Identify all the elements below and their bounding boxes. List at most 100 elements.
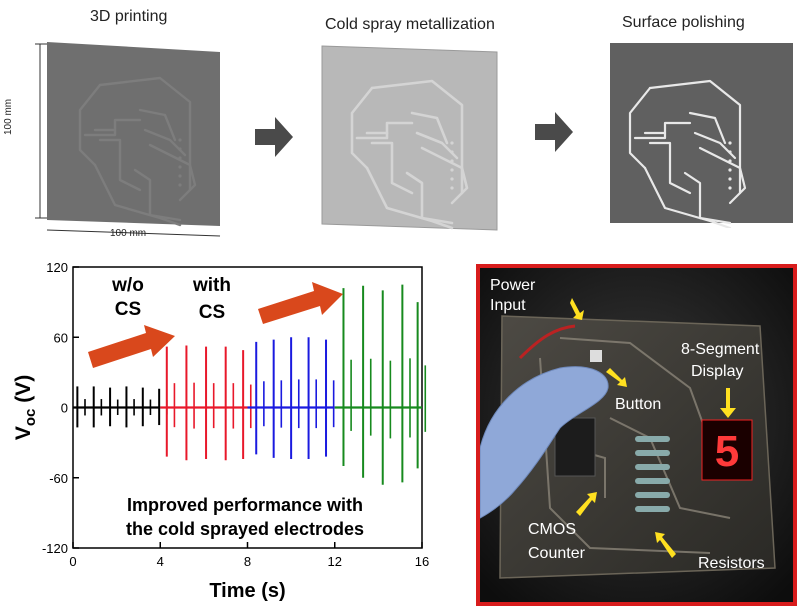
label-without-line1: w/o [111,275,144,296]
board-face [321,45,498,231]
via-dot [728,168,732,172]
via-dot [728,141,732,145]
trace-7 [698,146,747,205]
trace-5 [138,108,177,142]
trace-0 [370,79,464,195]
via-dot [178,165,182,169]
improvement-arrow-2 [258,282,343,324]
label-resistors: Resistors [698,555,765,572]
board-cold-sprayed [321,45,498,231]
label-power-line2: Input [490,297,526,314]
via-dot [450,141,454,145]
trace-8 [405,171,454,225]
annotation-labels: Power Input 8-Segment Display Button CMO… [490,277,765,572]
circuit-photo-panel: 5 Power Input 8-Segment Display Button C… [476,264,797,606]
x-tick-label: 4 [157,554,164,569]
via-dot [728,159,732,163]
via-dot [450,159,454,163]
trace-0 [98,76,192,192]
series-2 [247,337,335,460]
trace-2 [633,121,692,140]
label-button: Button [615,396,661,413]
series-1 [160,345,252,461]
pointer-arrows [570,298,736,558]
trace-8 [133,168,182,222]
trace-4 [98,138,142,192]
board-face [610,43,793,223]
x-tick-label: 12 [328,554,342,569]
dim-label-vertical: 100 mm [3,98,14,135]
circuit-traces [350,79,469,230]
trace-2 [83,118,142,137]
via-dot [178,138,182,142]
circuit-traces [628,79,747,228]
board-polished [610,43,793,228]
improvement-arrow-1 [88,325,175,368]
step-title-cold-spray: Cold spray metallization [325,16,495,33]
via-dot [728,177,732,181]
caption-line1: Improved performance with [127,495,363,515]
process-arrow-1 [255,117,293,157]
process-arrow-2 [535,112,573,152]
trace-1 [78,83,102,167]
y-tick-label: 120 [46,260,68,275]
circuit-traces [78,76,197,227]
caption-line2: the cold sprayed electrodes [126,519,364,539]
gloved-finger [480,366,609,519]
trace-7 [148,143,197,202]
via-dot [450,186,454,190]
circuit-photo: 5 Power Input 8-Segment Display Button C… [480,268,793,602]
via-dot [728,150,732,154]
trace-5 [688,111,727,145]
via-dot [178,147,182,151]
y-tick-label: 60 [54,330,68,345]
push-button [590,350,602,362]
trace-0 [648,79,742,195]
via-dot [450,168,454,172]
power-wire [518,324,576,360]
trace-9 [365,166,454,230]
y-tick-label: -120 [42,541,68,556]
display-digit: 5 [715,427,739,476]
label-display-line1: 8-Segment [681,341,760,358]
trace-7 [420,146,469,205]
x-axis-label: Time (s) [209,580,285,602]
via-dot [728,186,732,190]
trace-5 [410,111,449,145]
label-cmos-line1: CMOS [528,521,576,538]
via-dot [178,156,182,160]
via-dot [450,150,454,154]
series-3 [334,284,427,485]
label-cmos-line2: Counter [528,545,586,562]
y-tick-label: -60 [49,471,68,486]
x-tick-label: 8 [244,554,251,569]
segment-display [701,419,753,481]
label-with-line1: with [192,275,231,296]
trace-2 [355,121,414,140]
trace-9 [643,166,732,228]
cmos-chip [554,417,596,477]
label-with-line2: CS [199,302,225,323]
x-tick-label: 16 [415,554,429,569]
via-dot [450,177,454,181]
trace-4 [648,141,692,195]
y-axis-label: Voc (V) [12,375,39,440]
via-dot [178,174,182,178]
trace-8 [683,171,732,225]
resistor-array [635,436,670,512]
label-without-line2: CS [115,299,141,320]
trace-4 [370,141,414,195]
y-tick-label: 0 [61,401,68,416]
trace-1 [350,86,374,170]
series-0 [73,386,168,428]
dim-label-horizontal: 100 mm [110,228,147,239]
series-layer [73,284,427,485]
label-power-line1: Power [490,277,536,294]
dim-line-horizontal [46,229,221,237]
x-tick-label: 0 [69,554,76,569]
board-3d-printed [35,42,221,237]
step-title-surface-polishing: Surface polishing [622,14,745,31]
label-display-line2: Display [691,363,743,380]
